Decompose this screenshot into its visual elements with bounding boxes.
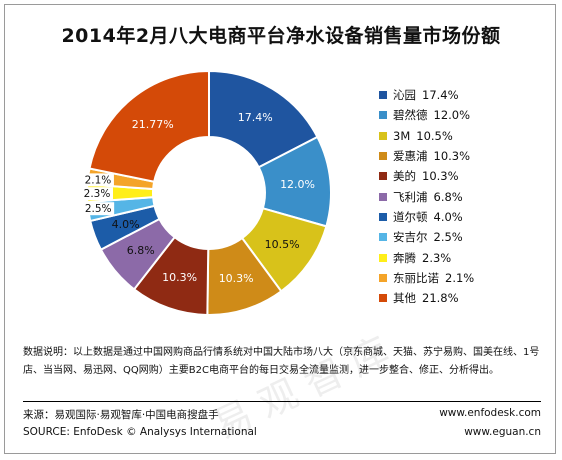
url-enfodesk: www.enfodesk.com bbox=[439, 407, 541, 419]
legend-swatch bbox=[379, 273, 387, 282]
donut-chart: 17.4% 12.0% 10.5% 10.3% 10.3% 6.8% 4.0%2.5% 2.3… bbox=[81, 69, 332, 317]
legend-swatch bbox=[379, 294, 387, 303]
legend-label: 奔腾 bbox=[393, 250, 416, 265]
slice-label-bg-8 bbox=[81, 187, 114, 201]
legend-value: 2.5% bbox=[433, 230, 463, 245]
legend-item-2: 3M 10.5% bbox=[379, 126, 474, 146]
legend-swatch bbox=[379, 172, 387, 181]
legend-label: 3M bbox=[393, 128, 411, 143]
legend-label: 东丽比诺 bbox=[393, 270, 439, 285]
legend-item-8: 奔腾 2.3% bbox=[379, 247, 474, 267]
legend-item-5: 飞利浦 6.8% bbox=[379, 186, 474, 206]
slice-label-bg-9 bbox=[81, 173, 114, 187]
url-eguan: www.eguan.cn bbox=[464, 426, 541, 438]
legend-item-4: 美的 10.3% bbox=[379, 166, 474, 186]
legend-value: 10.3% bbox=[433, 149, 471, 164]
chart-title: 2014年2月八大电商平台净水设备销售量市场份额 bbox=[61, 25, 501, 47]
data-note: 数据说明：以上数据是通过中国网购商品行情系统对中国大陆市场八大（京东商城、天猫、… bbox=[23, 347, 540, 376]
slice-0 bbox=[208, 69, 319, 169]
slice-label-4: 10.3% bbox=[162, 271, 197, 284]
legend-swatch bbox=[379, 111, 387, 120]
legend-swatch bbox=[379, 253, 387, 262]
slice-label-2: 10.5% bbox=[265, 238, 300, 251]
legend-value: 4.0% bbox=[433, 209, 463, 224]
legend-item-9: 东丽比诺 2.1% bbox=[379, 268, 474, 288]
legend-value: 21.8% bbox=[422, 291, 459, 306]
legend-item-10: 其他 21.8% bbox=[379, 288, 474, 308]
source-english: SOURCE: EnfoDesk © Analysys Internationa… bbox=[23, 426, 257, 438]
legend-swatch bbox=[379, 192, 387, 201]
legend-label: 安吉尔 bbox=[393, 230, 428, 245]
slice-label-3: 10.3% bbox=[219, 272, 254, 285]
legend-label: 爱惠浦 bbox=[393, 149, 428, 164]
legend: 沁园 17.4% 碧然德 12.0% 3M 10.5% 爱惠浦 10.3% 美的 10.3% 飞利浦… bbox=[379, 85, 474, 308]
legend-value: 12.0% bbox=[433, 108, 471, 123]
legend-item-7: 安吉尔 2.5% bbox=[379, 227, 474, 247]
legend-label: 沁园 bbox=[393, 88, 416, 103]
legend-value: 10.3% bbox=[422, 169, 459, 184]
legend-label: 道尔顿 bbox=[393, 209, 428, 224]
legend-value: 2.3% bbox=[422, 250, 452, 265]
legend-swatch bbox=[379, 233, 387, 242]
chart-frame: 2014年2月八大电商平台净水设备销售量市场份额 17.4% 12.0% 10.5%… bbox=[4, 4, 556, 454]
slice-label-bg-7 bbox=[82, 202, 115, 216]
slice-label-8: 2.3% bbox=[84, 188, 111, 200]
slice-label-1: 12.0% bbox=[280, 178, 315, 191]
legend-item-0: 沁园 17.4% bbox=[379, 85, 474, 105]
legend-label: 美的 bbox=[393, 169, 416, 184]
legend-value: 10.5% bbox=[416, 128, 453, 143]
slice-label-6: 4.0% bbox=[112, 218, 140, 231]
legend-swatch bbox=[379, 212, 387, 221]
legend-swatch bbox=[379, 131, 387, 140]
slice-label-9: 2.1% bbox=[85, 174, 112, 186]
legend-swatch bbox=[379, 91, 387, 100]
slice-label-10: 21.77% bbox=[132, 118, 174, 131]
legend-value: 17.4% bbox=[422, 88, 459, 103]
slice-label-7: 2.5% bbox=[85, 203, 112, 215]
legend-value: 2.1% bbox=[445, 270, 475, 285]
slice-10 bbox=[88, 69, 210, 183]
legend-label: 碧然德 bbox=[393, 108, 428, 123]
legend-swatch bbox=[379, 152, 387, 161]
divider bbox=[23, 401, 541, 402]
legend-label: 其他 bbox=[393, 291, 416, 306]
source-chinese: 来源：易观国际·易观智库·中国电商搜盘手 bbox=[23, 409, 219, 421]
legend-item-3: 爱惠浦 10.3% bbox=[379, 146, 474, 166]
legend-item-6: 道尔顿 4.0% bbox=[379, 207, 474, 227]
slice-label-0: 17.4% bbox=[238, 111, 273, 124]
legend-value: 6.8% bbox=[433, 189, 463, 204]
legend-label: 飞利浦 bbox=[393, 189, 428, 204]
slice-label-5: 6.8% bbox=[127, 244, 155, 257]
legend-item-1: 碧然德 12.0% bbox=[379, 105, 474, 125]
